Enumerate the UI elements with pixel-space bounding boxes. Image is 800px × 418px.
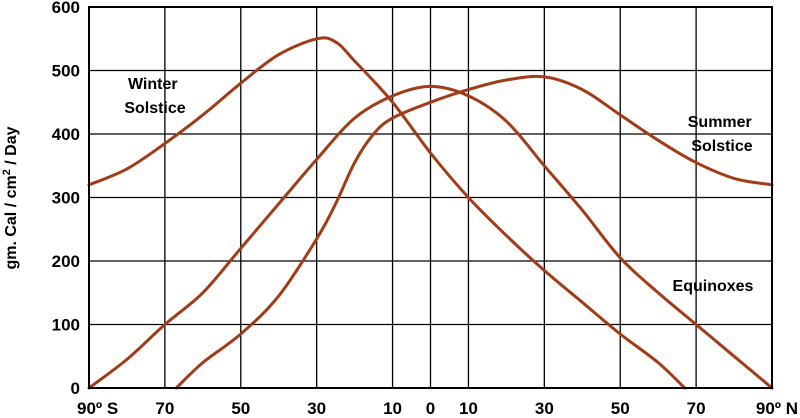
grid: [88, 6, 773, 389]
x-tick-label: 70: [155, 399, 174, 418]
x-tick-label: 10: [459, 399, 478, 418]
y-tick-label: 0: [71, 379, 80, 398]
label-equinoxes: Equinoxes: [673, 278, 754, 295]
x-tick-label: 70: [687, 399, 706, 418]
x-tick-label: 50: [611, 399, 630, 418]
x-tick-label: 90º N: [756, 399, 798, 418]
plot-frame: [88, 6, 773, 389]
series-line-summer-solstice: [174, 74, 774, 390]
x-axis-ticks: 90º S 70 50 30 10 0 10 30 50 70 90º N: [77, 399, 798, 418]
x-tick-label: 0: [426, 399, 435, 418]
y-tick-label: 200: [52, 252, 80, 271]
label-winter-solstice: Winter Solstice: [124, 76, 185, 117]
y-axis-ticks: 0 100 200 300 400 500 600: [52, 0, 80, 398]
series-layer: [87, 36, 774, 390]
series-line-equinoxes: [87, 84, 774, 390]
x-tick-label: 30: [535, 399, 554, 418]
x-tick-label: 10: [383, 399, 402, 418]
y-tick-label: 100: [52, 316, 80, 335]
y-tick-label: 600: [52, 0, 80, 17]
x-tick-label: 50: [231, 399, 250, 418]
y-tick-label: 400: [52, 125, 80, 144]
y-axis-label: gm. Cal / cm2 / Day: [1, 126, 20, 269]
y-tick-label: 300: [52, 189, 80, 208]
x-tick-label: 90º S: [77, 399, 118, 418]
y-tick-label: 500: [52, 62, 80, 81]
series-line-winter-solstice: [87, 36, 687, 390]
label-summer-solstice: Summer Solstice: [688, 114, 756, 155]
x-tick-label: 30: [307, 399, 326, 418]
